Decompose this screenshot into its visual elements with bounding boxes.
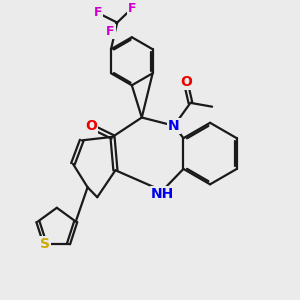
Text: F: F [128,2,136,15]
Text: F: F [106,25,115,38]
Text: O: O [180,75,192,89]
Text: N: N [168,119,180,133]
Text: F: F [94,6,102,20]
Text: O: O [85,119,97,133]
Text: S: S [40,237,50,251]
Text: NH: NH [151,187,174,201]
